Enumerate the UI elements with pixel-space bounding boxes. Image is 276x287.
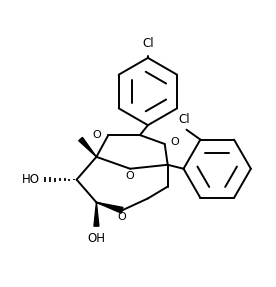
Text: OH: OH — [87, 232, 105, 245]
Text: O: O — [93, 130, 101, 140]
Text: Cl: Cl — [179, 113, 190, 126]
Text: O: O — [118, 212, 126, 222]
Text: HO: HO — [22, 173, 40, 186]
Polygon shape — [96, 202, 123, 213]
Polygon shape — [94, 202, 99, 226]
Polygon shape — [79, 137, 96, 157]
Text: O: O — [126, 171, 134, 181]
Text: O: O — [171, 137, 179, 147]
Text: Cl: Cl — [142, 37, 154, 50]
